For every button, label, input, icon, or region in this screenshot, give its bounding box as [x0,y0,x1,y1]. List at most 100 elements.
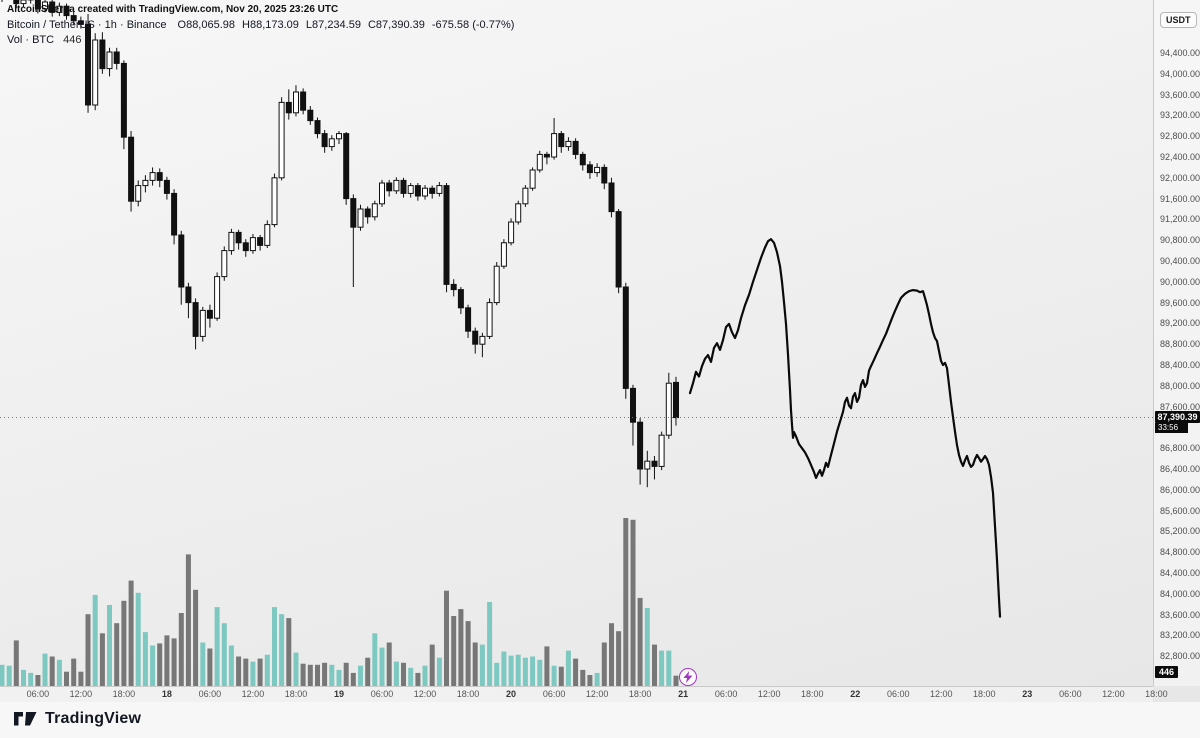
volume-bar [565,650,571,686]
volume-bar [28,672,34,686]
time-tick-date: 21 [678,689,689,699]
lightning-bolt-icon [683,671,693,683]
price-tick-label: 90,800.00 [1160,235,1200,246]
candle-up [42,1,48,10]
volume-axis-badge: 446 [1155,666,1179,678]
time-tick-date: 22 [850,689,861,699]
volume-bar [121,600,127,686]
volume-bar [515,654,521,686]
volume-bar [99,633,105,686]
price-tick-label: 88,400.00 [1160,360,1200,370]
volume-bar [544,646,550,686]
time-tick-label: 18:00 [628,689,652,699]
candle-down [673,381,679,419]
volume-bar [49,656,55,686]
price-tick-label: 85,200.00 [1160,526,1200,537]
volume-bar [573,658,579,686]
volume-bar [243,658,249,686]
volume-bar [558,666,564,686]
volume-bar [228,645,234,686]
volume-bar [451,616,457,686]
volume-bar [551,665,557,686]
symbol-row[interactable]: Bitcoin / TetherUS · 1h · Binance O88,06… [7,18,521,33]
volume-indicator-value: 446 [63,34,82,46]
volume-bar [42,653,48,686]
projection-freehand-line[interactable] [688,238,1002,618]
volume-indicator-label[interactable]: Vol · BTC [7,34,55,46]
time-tick-date: 18 [161,689,172,699]
volume-bar [401,662,406,686]
candle-down [637,421,644,470]
candle-up [665,382,672,436]
candle-up [658,434,665,467]
tradingview-logo[interactable]: TradingView [14,710,141,728]
lightning-marker-icon[interactable] [678,668,697,686]
price-tick-label: 91,200.00 [1160,214,1200,225]
candle-up [271,177,278,226]
candle-up [644,460,651,470]
time-tick-label: 18:00 [284,689,308,699]
candle-up [493,265,500,304]
price-tick-label: 94,400.00 [1160,48,1200,58]
candle-down [120,62,127,138]
symbol-title[interactable]: Bitcoin / TetherUS [7,19,95,31]
time-tick-label: 06:00 [198,689,222,699]
currency-chip[interactable]: USDT [1160,12,1197,28]
candle-down [608,182,615,213]
volume-bar [13,640,19,686]
change-value: -675.58 (-0.77%) [431,19,515,31]
candle-down [49,1,56,13]
volume-bar [293,652,299,686]
volume-bar [64,671,69,686]
candle-up [357,208,364,228]
time-tick-label: 18:00 [800,689,824,699]
volume-bar [587,675,593,686]
volume-bar [92,594,98,686]
candle-down [156,172,163,181]
time-tick-date: 23 [1022,689,1033,699]
candle-down [651,460,658,467]
volume-bar [408,667,414,686]
volume-bar [465,621,471,686]
candle-up [293,91,299,114]
candle-down [450,283,457,291]
candle-up [228,231,235,252]
candle-down [386,182,393,192]
volume-bar [630,519,636,686]
volume-bar [472,642,478,686]
candle-down [206,309,213,319]
volume-bar [358,665,363,686]
interval-label[interactable]: 1h [104,19,117,31]
time-tick-label: 12:00 [69,689,93,699]
price-tick-label: 86,400.00 [1160,464,1200,475]
volume-bar [221,623,227,686]
candle-down [586,164,593,174]
candle-down [343,133,350,200]
candle-up [264,224,271,246]
candle-up [106,51,113,70]
price-tick-label: 90,000.00 [1160,276,1200,287]
price-tick-label: 83,600.00 [1160,609,1200,620]
chart-canvas[interactable] [0,0,1153,686]
volume-bar [171,638,177,686]
candle-up [551,133,558,158]
candle-down [163,179,170,194]
candle-down [364,208,371,218]
volume-bar [114,623,120,686]
candle-down [457,289,464,309]
volume-bar [616,631,622,686]
price-tick-label: 92,000.00 [1160,172,1200,183]
time-tick-label: 18:00 [456,689,480,699]
volume-bar [264,654,270,686]
candle-down [314,120,321,135]
price-tick-label: 94,000.00 [1160,68,1200,79]
time-tick-date: 20 [506,689,517,699]
price-axis[interactable]: USDT 87,390.39 33:56 446 94,400.00 94,000… [1153,0,1200,686]
volume-indicator-row[interactable]: Vol · BTC 446 [7,33,521,48]
time-axis[interactable]: 06:00 12:00 18:00 18 06:00 12:00 18:00 19 06:00 1… [0,686,1168,703]
high-value: H88,173.09 [242,19,299,31]
candle-down [235,231,242,244]
volume-bar [207,648,213,686]
price-tick-label: 83,200.00 [1160,630,1200,641]
candle-down [257,237,264,246]
